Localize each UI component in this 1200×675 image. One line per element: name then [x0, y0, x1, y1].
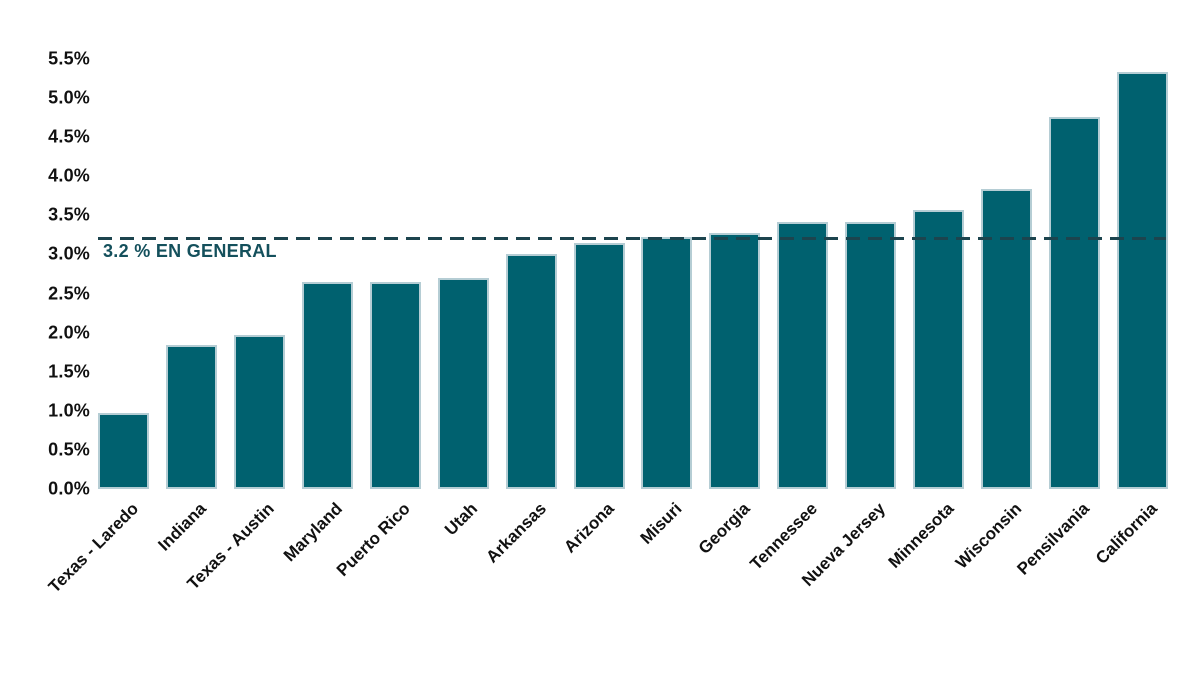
bar-maryland [301, 281, 353, 489]
x-tick-label: Pensilvania [1013, 499, 1093, 579]
bar-indiana [165, 345, 217, 489]
x-tick-label: Utah [441, 499, 482, 540]
bar-arkansas [505, 254, 557, 489]
y-tick-label: 3.5% [48, 204, 90, 225]
y-tick-label: 5.0% [48, 87, 90, 108]
bar-minnesota [913, 209, 965, 489]
x-tick-label: Maryland [279, 499, 346, 566]
bar-misuri [641, 237, 693, 489]
bar-georgia [709, 232, 761, 489]
x-tick-label: Indiana [154, 499, 210, 555]
x-tick-label: Minnesota [884, 499, 958, 572]
x-tick-label: Arizona [559, 499, 618, 557]
y-tick-label: 5.5% [48, 48, 90, 69]
bar-texas-austin [233, 334, 285, 489]
x-tick-label: Misuri [636, 499, 686, 548]
y-tick-label: 2.0% [48, 322, 90, 343]
bar-tennessee [777, 222, 829, 489]
y-tick-label: 1.0% [48, 400, 90, 421]
bar-nueva-jersey [845, 222, 897, 489]
bar-texas-laredo [98, 413, 149, 489]
y-tick-label: 2.5% [48, 283, 90, 303]
x-tick-label: California [1091, 499, 1161, 568]
bar-utah [437, 277, 489, 489]
y-tick-label: 0.0% [48, 478, 90, 499]
reference-line-label: 3.2 % EN GENERAL [103, 241, 277, 261]
y-axis: 0.0% 0.5% 1.0% 1.5% 2.0% 2.5% 3.0% 3.5% 4.0% 4.5%… [0, 0, 90, 675]
y-tick-label: 4.5% [48, 126, 90, 147]
y-tick-label: 3.0% [48, 243, 90, 264]
y-tick-label: 4.0% [48, 165, 90, 186]
bar-puerto-rico [369, 281, 421, 489]
x-tick-label: Texas - Laredo [44, 499, 142, 597]
reference-line [98, 236, 1166, 240]
bar-california [1116, 72, 1168, 489]
bar-pensilvania [1049, 116, 1101, 489]
bar-arizona [573, 242, 625, 489]
x-tick-label: Arkansas [481, 499, 550, 567]
y-tick-label: 1.5% [48, 361, 90, 382]
y-tick-label: 0.5% [48, 439, 90, 460]
x-tick-label: Georgia [694, 499, 754, 558]
